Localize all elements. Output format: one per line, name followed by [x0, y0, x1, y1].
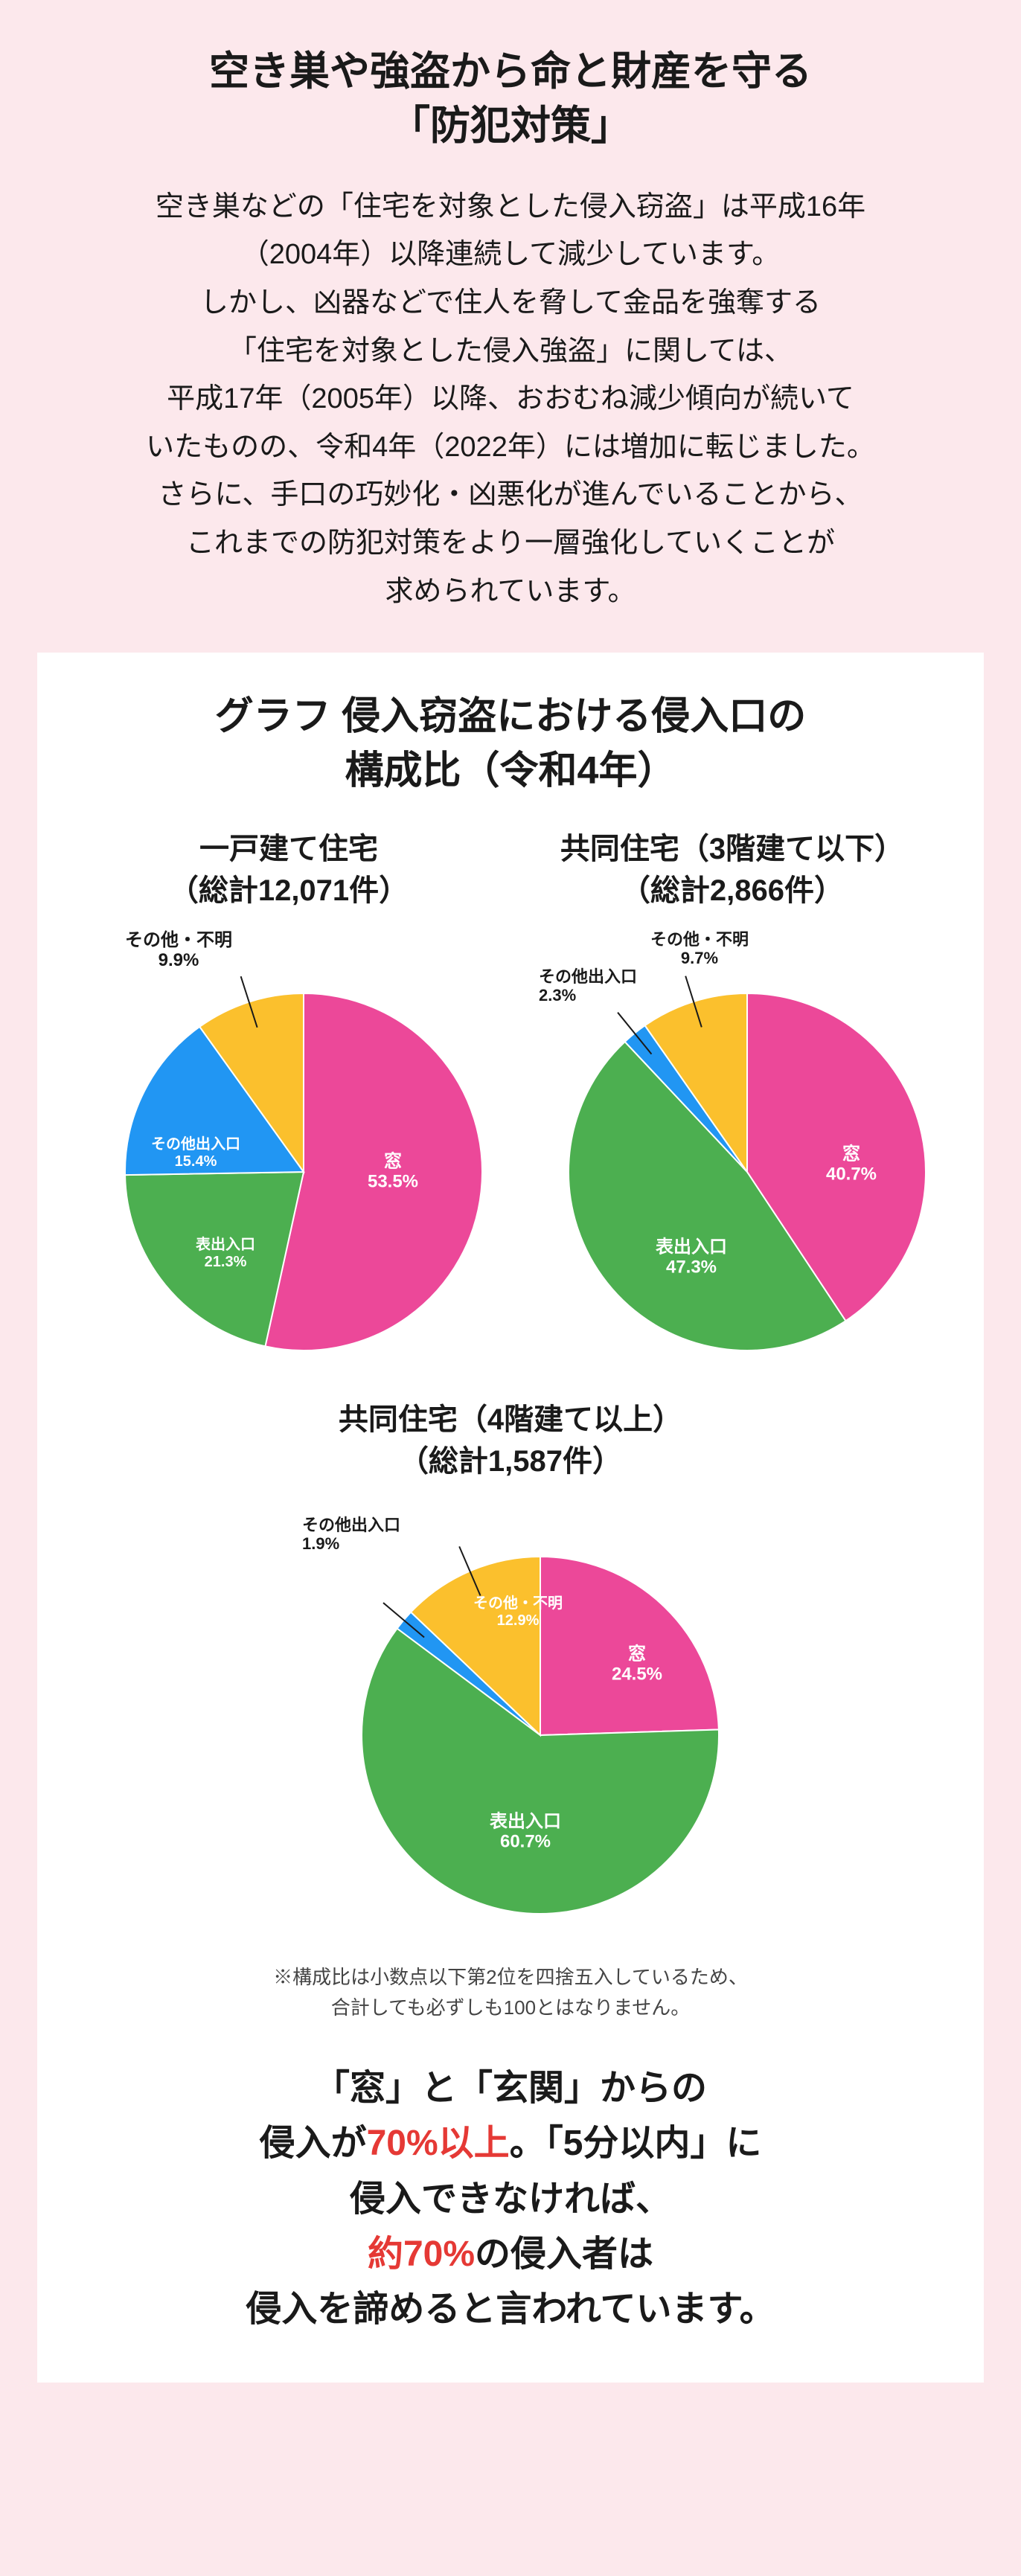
c-l3: 侵入できなければ、: [350, 2179, 671, 2219]
pie-3-subtitle: 共同住宅（4階建て以上） （総計1,587件）: [272, 1399, 749, 1482]
pie-3-front-label: 表出入口60.7%: [490, 1811, 561, 1852]
c-l1: 「窓」と「玄関」からの: [314, 2069, 707, 2108]
conclusion: 「窓」と「玄関」からの 侵入が70%以上。「5分以内」に 侵入できなければ、 約…: [67, 2061, 954, 2338]
intro-l8: これまでの防犯対策をより一層強化していくことが: [37, 519, 984, 568]
footnote-l2: 合計しても必ずしも100とはなりません。: [331, 1996, 691, 2019]
chart-title-l1: グラフ 侵入窃盗における侵入口の: [215, 695, 806, 738]
pie-1-svg: [80, 934, 497, 1351]
pie-1-other-out-label: その他・不明9.9%: [125, 930, 232, 971]
pie-1-other-entry-label: その他出入口15.4%: [151, 1136, 240, 1170]
pie-row-top: 一戸建て住宅 （総計12,071件） 窓53.5% 表出入口21.3% その他出…: [67, 828, 954, 1354]
intro-l5: 平成17年（2005年）以降、おおむね減少傾向が続いて: [37, 375, 984, 423]
pie-1-title-l2: （総計12,071件）: [169, 874, 409, 907]
chart-title: グラフ 侵入窃盗における侵入口の 構成比（令和4年）: [67, 690, 954, 798]
pie-3-svg: [280, 1505, 741, 1921]
intro-l3: しかし、凶器などで住人を脅して金品を強奪する: [37, 279, 984, 327]
intro-text: 空き巣などの「住宅を対象とした侵入窃盗」は平成16年 （2004年）以降連続して…: [37, 183, 984, 615]
intro-l1: 空き巣などの「住宅を対象とした侵入窃盗」は平成16年: [37, 183, 984, 231]
pie-3-title-l1: 共同住宅（4階建て以上）: [339, 1403, 682, 1436]
pie-row-bottom: 共同住宅（4階建て以上） （総計1,587件） 窓24.5% 表出入口60.7%…: [67, 1399, 954, 1925]
pie-2-window-label: 窓40.7%: [826, 1144, 877, 1185]
pie-2-title-l2: （総計2,866件）: [621, 874, 844, 907]
chart-panel: グラフ 侵入窃盗における侵入口の 構成比（令和4年） 一戸建て住宅 （総計12,…: [37, 653, 984, 2383]
pie-1-window-label: 窓53.5%: [368, 1151, 418, 1192]
pie-3-wrap: 窓24.5% 表出入口60.7% その他・不明12.9% その他出入口1.9%: [280, 1505, 741, 1921]
intro-l9: 求められています。: [37, 568, 984, 616]
pie-1-block: 一戸建て住宅 （総計12,071件） 窓53.5% 表出入口21.3% その他出…: [67, 828, 510, 1354]
pie-1-front-label: 表出入口21.3%: [196, 1237, 255, 1271]
pie-2-other-out: その他・不明9.7%: [650, 930, 749, 968]
intro-l2: （2004年）以降連続して減少しています。: [37, 231, 984, 279]
pie-2-subtitle: 共同住宅（3階建て以下） （総計2,866件）: [510, 828, 954, 911]
footnote-l1: ※構成比は小数点以下第2位を四捨五入しているため、: [273, 1966, 748, 1988]
pie-3-block: 共同住宅（4階建て以上） （総計1,587件） 窓24.5% 表出入口60.7%…: [272, 1399, 749, 1925]
heading-line-2: 「防犯対策」: [390, 103, 631, 148]
intro-l7: さらに、手口の巧妙化・凶悪化が進んでいることから、: [37, 471, 984, 519]
heading-line-1: 空き巣や強盗から命と財産を守る: [209, 49, 812, 94]
pie-1-wrap: 窓53.5% 表出入口21.3% その他出入口15.4% その他・不明9.9%: [80, 934, 497, 1351]
c-l4a: 約70%: [368, 2234, 475, 2274]
chart-title-l2: 構成比（令和4年）: [345, 749, 676, 792]
page: 空き巣や強盗から命と財産を守る 「防犯対策」 空き巣などの「住宅を対象とした侵入…: [0, 0, 1021, 2420]
c-l2b: 70%以上: [367, 2124, 510, 2163]
pie-3-window-label: 窓24.5%: [612, 1644, 662, 1685]
intro-l4: 「住宅を対象とした侵入強盗」に関しては、: [37, 327, 984, 376]
c-l2c: 。「5分以内」に: [510, 2124, 762, 2163]
c-l2a: 侵入が: [260, 2124, 367, 2163]
page-heading: 空き巣や強盗から命と財産を守る 「防犯対策」: [37, 45, 984, 153]
pie-3-title-l2: （総計1,587件）: [399, 1445, 622, 1478]
pie-2-front-label: 表出入口47.3%: [656, 1237, 727, 1278]
pie-1-title-l1: 一戸建て住宅: [199, 833, 378, 865]
pie-1-subtitle: 一戸建て住宅 （総計12,071件）: [67, 828, 510, 911]
c-l5: 侵入を諦めると言われています。: [246, 2290, 775, 2329]
footnote: ※構成比は小数点以下第2位を四捨五入しているため、 合計しても必ずしも100とは…: [67, 1962, 954, 2024]
intro-l6: いたものの、令和4年（2022年）には増加に転じました。: [37, 423, 984, 472]
pie-2-wrap: 窓40.7% 表出入口47.3% その他出入口2.3% その他・不明9.7%: [524, 934, 941, 1351]
pie-2-title-l1: 共同住宅（3階建て以下）: [560, 833, 904, 865]
pie-2-other-entry-out: その他出入口2.3%: [539, 967, 637, 1005]
pie-3-other-entry-out: その他出入口1.9%: [302, 1516, 400, 1554]
c-l4b: の侵入者は: [475, 2234, 653, 2274]
pie-3-yellow-label: その他・不明12.9%: [473, 1595, 563, 1630]
pie-2-block: 共同住宅（3階建て以下） （総計2,866件） 窓40.7% 表出入口47.3%…: [510, 828, 954, 1354]
